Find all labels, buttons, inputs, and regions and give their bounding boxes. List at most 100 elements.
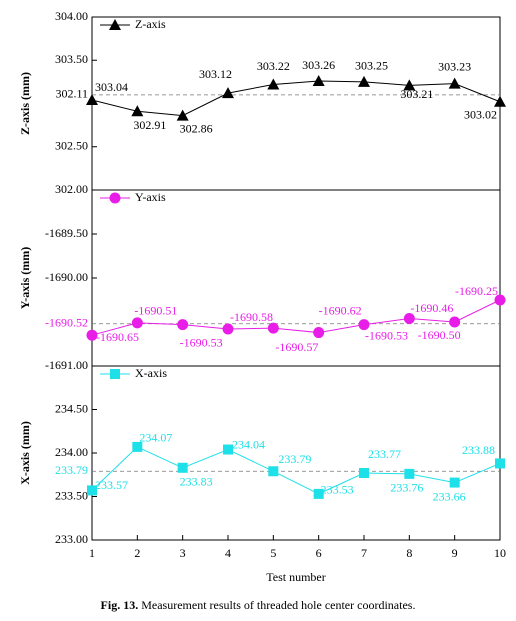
data-label: 303.02 bbox=[464, 108, 497, 122]
y-tick-label: 233.50 bbox=[55, 488, 88, 502]
x-axis-title: Test number bbox=[266, 570, 325, 584]
marker bbox=[223, 444, 233, 455]
data-label: -1690.58 bbox=[230, 310, 273, 324]
marker bbox=[87, 485, 97, 496]
legend-label: Z-axis bbox=[135, 17, 166, 31]
marker bbox=[494, 294, 506, 306]
data-label: -1690.53 bbox=[180, 335, 223, 349]
data-label: 303.25 bbox=[355, 59, 388, 73]
y-tick-label: 302.00 bbox=[55, 182, 88, 196]
marker bbox=[86, 94, 98, 106]
marker bbox=[449, 477, 460, 488]
data-label: 233.79 bbox=[278, 452, 311, 466]
y-tick-label: 302.50 bbox=[55, 139, 88, 153]
data-label: 303.12 bbox=[199, 67, 232, 81]
marker bbox=[312, 75, 325, 87]
x-tick-label: 9 bbox=[452, 546, 458, 560]
y-tick-label: -1690.00 bbox=[45, 270, 88, 284]
legend-marker bbox=[110, 369, 120, 379]
caption-label: Fig. 13. bbox=[101, 598, 139, 612]
caption-text: Measurement results of threaded hole cen… bbox=[141, 598, 415, 612]
series-line bbox=[91, 80, 501, 117]
legend-label: Y-axis bbox=[135, 190, 166, 204]
data-label: -1690.46 bbox=[410, 301, 453, 315]
marker bbox=[449, 316, 461, 328]
marker bbox=[222, 323, 234, 335]
x-tick-label: 8 bbox=[406, 546, 412, 560]
y-tick-label: 303.50 bbox=[55, 52, 88, 66]
marker bbox=[403, 312, 415, 324]
marker bbox=[222, 87, 234, 99]
reference-label: 302.11 bbox=[55, 87, 88, 101]
reference-label: 233.79 bbox=[55, 463, 88, 477]
marker bbox=[267, 322, 279, 334]
marker bbox=[313, 488, 324, 499]
data-label: 303.23 bbox=[438, 59, 471, 73]
marker bbox=[268, 466, 279, 477]
data-label: 233.76 bbox=[390, 481, 423, 495]
marker bbox=[131, 105, 144, 117]
x-tick-label: 4 bbox=[225, 546, 231, 560]
marker bbox=[131, 317, 143, 329]
x-tick-label: 5 bbox=[270, 546, 276, 560]
data-label: -1690.65 bbox=[96, 330, 139, 344]
y-tick-label: -1691.00 bbox=[45, 358, 88, 372]
x-tick-label: 1 bbox=[89, 546, 95, 560]
data-label: -1690.53 bbox=[365, 328, 408, 342]
marker bbox=[495, 458, 505, 469]
data-label: 233.88 bbox=[462, 443, 495, 457]
marker bbox=[494, 95, 506, 107]
caption: Fig. 13. Measurement results of threaded… bbox=[101, 598, 416, 612]
series-line bbox=[91, 299, 501, 336]
data-label: -1690.62 bbox=[319, 303, 362, 317]
data-label: -1690.51 bbox=[134, 304, 177, 318]
series-line bbox=[91, 446, 501, 495]
data-label: 303.22 bbox=[257, 59, 290, 73]
x-tick-label: 10 bbox=[494, 546, 506, 560]
marker bbox=[403, 79, 416, 91]
marker bbox=[404, 468, 415, 479]
marker bbox=[176, 109, 189, 121]
marker bbox=[313, 327, 325, 339]
data-label: -1690.50 bbox=[418, 328, 461, 342]
reference-label: -1690.52 bbox=[45, 316, 88, 330]
plot-frame bbox=[91, 16, 501, 191]
y-axis-title: Y-axis (mm) bbox=[18, 247, 32, 310]
data-label: 233.83 bbox=[180, 475, 213, 489]
y-tick-label: -1689.50 bbox=[45, 226, 88, 240]
y-tick-label: 233.00 bbox=[55, 532, 88, 546]
y-tick-label: 234.50 bbox=[55, 401, 88, 415]
marker bbox=[267, 78, 280, 90]
data-label: 303.26 bbox=[302, 58, 335, 72]
x-tick-label: 3 bbox=[180, 546, 186, 560]
legend-marker bbox=[109, 192, 121, 204]
marker bbox=[177, 462, 188, 473]
marker bbox=[86, 329, 98, 341]
data-label: 303.21 bbox=[400, 87, 433, 101]
data-label: 302.91 bbox=[133, 118, 166, 132]
data-label: -1690.25 bbox=[455, 284, 498, 298]
y-axis-title: X-axis (mm) bbox=[18, 421, 32, 485]
data-label: 234.07 bbox=[139, 431, 172, 445]
y-tick-label: 234.00 bbox=[55, 445, 88, 459]
marker bbox=[177, 319, 189, 331]
data-label: 303.04 bbox=[95, 80, 128, 94]
marker bbox=[132, 441, 143, 452]
data-label: 233.66 bbox=[433, 489, 466, 503]
data-label: 302.86 bbox=[180, 121, 213, 135]
x-tick-label: 6 bbox=[316, 546, 322, 560]
y-tick-label: 304.00 bbox=[55, 9, 88, 23]
legend-marker bbox=[109, 19, 121, 30]
data-label: -1690.57 bbox=[275, 340, 318, 354]
data-label: 233.57 bbox=[95, 478, 128, 492]
data-label: 233.53 bbox=[321, 483, 354, 497]
data-label: 234.04 bbox=[232, 437, 265, 451]
x-tick-label: 7 bbox=[361, 546, 367, 560]
marker bbox=[358, 75, 370, 87]
legend-label: X-axis bbox=[135, 366, 167, 380]
x-tick-label: 2 bbox=[134, 546, 140, 560]
data-label: 233.77 bbox=[368, 447, 401, 461]
marker bbox=[359, 468, 369, 479]
y-axis-title: Z-axis (mm) bbox=[18, 72, 32, 135]
